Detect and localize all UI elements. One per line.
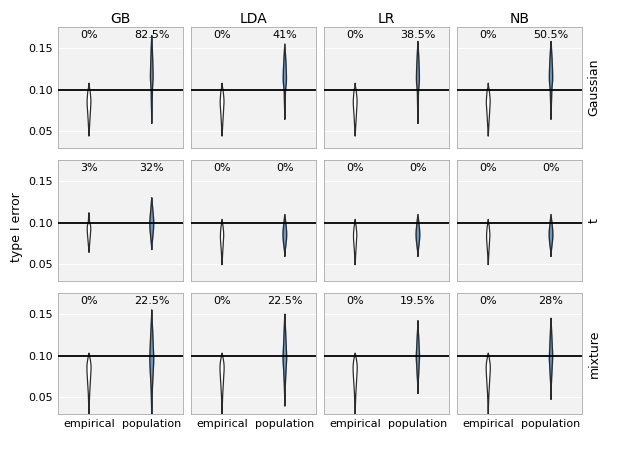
Polygon shape bbox=[353, 219, 357, 264]
Polygon shape bbox=[549, 214, 553, 256]
Title: NB: NB bbox=[509, 12, 530, 26]
Text: 0%: 0% bbox=[346, 296, 364, 306]
Text: 0%: 0% bbox=[479, 296, 497, 306]
Polygon shape bbox=[416, 214, 420, 256]
Text: 0%: 0% bbox=[542, 163, 560, 172]
Text: 0%: 0% bbox=[213, 296, 231, 306]
Title: LR: LR bbox=[378, 12, 396, 26]
Text: 38.5%: 38.5% bbox=[400, 30, 436, 40]
Text: 0%: 0% bbox=[409, 163, 427, 172]
Polygon shape bbox=[486, 353, 490, 418]
Polygon shape bbox=[220, 83, 224, 136]
Polygon shape bbox=[150, 310, 154, 418]
Text: Gaussian: Gaussian bbox=[588, 59, 600, 116]
Text: 41%: 41% bbox=[273, 30, 297, 40]
Polygon shape bbox=[220, 219, 224, 264]
Polygon shape bbox=[283, 314, 287, 406]
Text: t: t bbox=[588, 218, 600, 223]
Text: type I error: type I error bbox=[10, 192, 22, 263]
Polygon shape bbox=[150, 198, 154, 249]
Polygon shape bbox=[87, 83, 91, 136]
Polygon shape bbox=[549, 41, 553, 119]
Text: 0%: 0% bbox=[346, 30, 364, 40]
Polygon shape bbox=[549, 318, 553, 399]
Text: 0%: 0% bbox=[479, 163, 497, 172]
Polygon shape bbox=[416, 321, 420, 393]
Text: 22.5%: 22.5% bbox=[267, 296, 303, 306]
Text: 0%: 0% bbox=[80, 30, 98, 40]
Polygon shape bbox=[353, 83, 357, 136]
Polygon shape bbox=[220, 353, 224, 418]
Polygon shape bbox=[353, 353, 357, 418]
Text: 22.5%: 22.5% bbox=[134, 296, 170, 306]
Text: 0%: 0% bbox=[479, 30, 497, 40]
Polygon shape bbox=[417, 41, 419, 123]
Title: LDA: LDA bbox=[239, 12, 268, 26]
Polygon shape bbox=[87, 213, 91, 252]
Polygon shape bbox=[486, 83, 490, 136]
Text: 0%: 0% bbox=[213, 163, 231, 172]
Text: 0%: 0% bbox=[80, 296, 98, 306]
Text: 0%: 0% bbox=[276, 163, 294, 172]
Text: 0%: 0% bbox=[213, 30, 231, 40]
Text: 0%: 0% bbox=[346, 163, 364, 172]
Text: 28%: 28% bbox=[539, 296, 563, 306]
Polygon shape bbox=[150, 35, 153, 123]
Text: 3%: 3% bbox=[80, 163, 98, 172]
Title: GB: GB bbox=[110, 12, 131, 26]
Text: 19.5%: 19.5% bbox=[400, 296, 436, 306]
Polygon shape bbox=[486, 219, 490, 264]
Polygon shape bbox=[87, 353, 91, 418]
Text: 82.5%: 82.5% bbox=[134, 30, 170, 40]
Text: 50.5%: 50.5% bbox=[533, 30, 568, 40]
Text: 32%: 32% bbox=[140, 163, 164, 172]
Text: mixture: mixture bbox=[588, 329, 600, 378]
Polygon shape bbox=[284, 44, 287, 119]
Polygon shape bbox=[283, 214, 287, 256]
